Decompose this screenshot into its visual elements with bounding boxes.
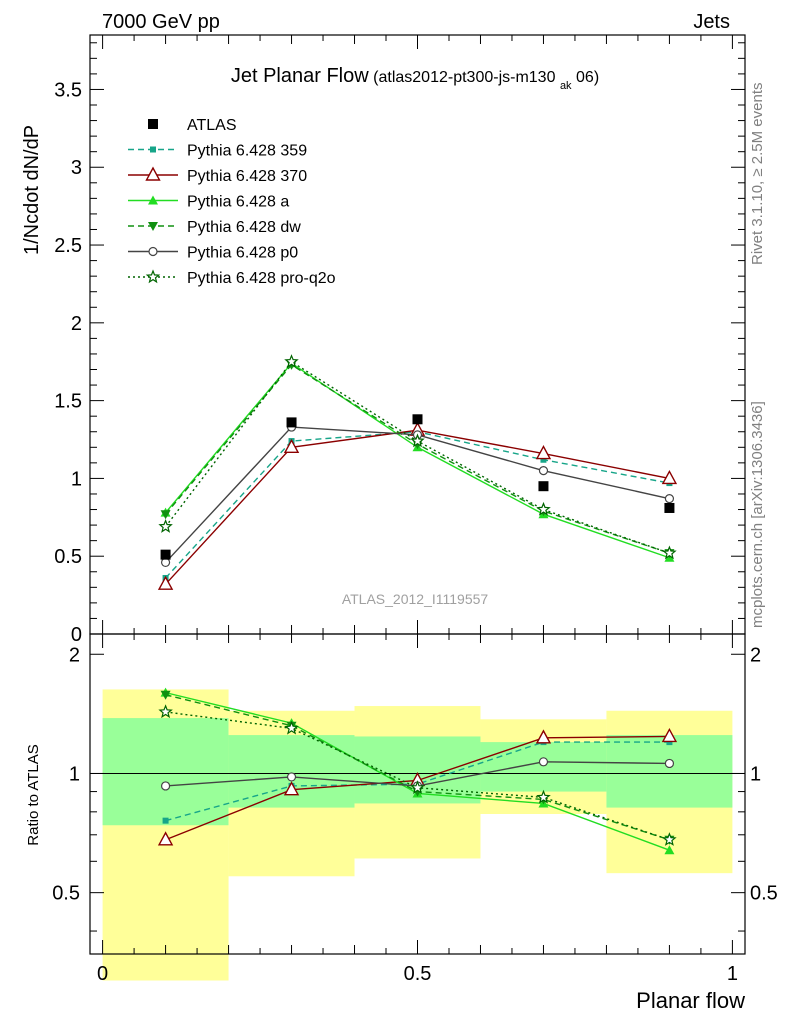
chart-subtitle-subscript: ak [560,80,572,92]
x-tick-label-2: 1 [727,963,738,985]
ratio-series-layer [157,687,678,855]
y-tick-label-3: 1.5 [54,391,82,413]
chart-title-group: Jet Planar Flow (atlas2012-pt300-js-m130… [231,65,599,93]
ratio-point-pythia-6-428-pro-q2o-0 [158,704,173,719]
legend-marker-pythia-6-428-p0 [148,246,158,257]
legend-label-pythia-6-428-p0: Pythia 6.428 p0 [187,245,298,262]
axis-ticks: 0 0.5 1 1.5 2 2.5 3 3.5 0 0.5 1 0.5 0.5 1 1 2 2 [52,35,778,985]
legend-label-pythia-6-428-dw: Pythia 6.428 dw [187,219,301,236]
main-series-layer [157,354,678,590]
atlas-data-layer [160,414,675,560]
ratio-point-pythia-6-428-dw-0 [160,690,171,700]
legend-marker-pythia-6-428-a [148,195,158,205]
inner-band-bin-3 [480,742,607,792]
legend-label-atlas: ATLAS [187,117,237,134]
ratio-uncertainty-bands [102,689,733,981]
point-pythia-6-428-p0-4 [664,494,675,504]
legend-marker-pythia-6-428-pro-q2o [145,269,161,284]
legend: ATLAS Pythia 6.428 359 Pythia 6.428 370 Pyt… [128,117,336,287]
y-tick-label-2: 1 [71,468,82,490]
atlas-point-1 [286,417,297,428]
point-pythia-6-428-359-3 [540,456,547,463]
ratio-point-pythia-6-428-370-4 [661,727,678,743]
series-line-pythia-6-428-370 [165,429,670,585]
point-pythia-6-428-p0-3 [538,466,549,476]
header-energy-label: 7000 GeV pp [102,11,220,33]
series-line-pythia-6-428-dw [165,363,670,554]
chart-title: Jet Planar Flow [231,65,369,87]
ratio-tick-label-right-0: 0.5 [750,883,778,905]
ratio-tick-label-left-0: 0.5 [52,883,80,905]
legend-marker-pythia-6-428-359 [150,146,156,153]
ratio-tick-label-left-2: 2 [69,644,80,666]
header-jets-label: Jets [693,11,730,33]
mcplots-side-label: mcplots.cern.ch [arXiv:1306.3436] [749,401,766,628]
y-tick-label-6: 3 [71,157,82,179]
ratio-point-pythia-6-428-pro-q2o-2 [410,780,425,795]
point-pythia-6-428-pro-q2o-2 [410,433,425,448]
series-line-pythia-6-428-pro-q2o [165,360,670,554]
ratio-point-pythia-6-428-359-0 [162,817,169,824]
atlas-point-3 [538,481,549,492]
analysis-watermark: ATLAS_2012_I1119557 [342,591,489,607]
point-pythia-6-428-pro-q2o-3 [536,501,551,516]
ratio-tick-label-left-1: 1 [69,763,80,785]
chart-subtitle-end: 06) [576,69,599,86]
y-tick-label-0: 0 [71,624,82,646]
ratio-point-pythia-6-428-a-4 [664,845,675,855]
atlas-point-4 [664,502,675,513]
point-pythia-6-428-370-3 [535,445,552,460]
point-pythia-6-428-dw-0 [160,510,171,520]
ratio-point-pythia-6-428-pro-q2o-4 [662,832,677,846]
point-pythia-6-428-370-4 [661,469,678,485]
ratio-point-pythia-6-428-p0-4 [664,758,675,769]
y-tick-label-4: 2 [71,313,82,335]
x-axis-label: Planar flow [636,988,745,1013]
ratio-point-pythia-6-428-370-0 [157,831,174,846]
point-pythia-6-428-370-1 [283,438,300,453]
legend-label-pythia-6-428-pro-q2o: Pythia 6.428 pro-q2o [187,270,336,287]
atlas-point-0 [160,549,171,560]
legend-marker-atlas [148,119,158,129]
ratio-point-pythia-6-428-370-1 [283,781,300,796]
ratio-tick-label-right-2: 2 [750,644,761,666]
ratio-point-pythia-6-428-p0-3 [538,757,549,767]
inner-band-bin-0 [102,718,229,826]
ratio-y-axis-label: Ratio to ATLAS [25,744,42,845]
series-line-pythia-6-428-359 [165,431,670,579]
atlas-point-2 [412,414,423,425]
legend-marker-pythia-6-428-370 [145,166,161,181]
point-pythia-6-428-pro-q2o-0 [158,518,173,533]
ratio-point-pythia-6-428-p0-0 [160,781,171,791]
x-tick-label-0: 0 [97,963,108,985]
legend-label-pythia-6-428-370: Pythia 6.428 370 [187,168,307,185]
ratio-point-pythia-6-428-pro-q2o-3 [536,789,551,804]
legend-label-pythia-6-428-359: Pythia 6.428 359 [187,143,307,160]
x-tick-label-1: 0.5 [404,963,432,985]
ratio-point-pythia-6-428-p0-1 [286,772,297,782]
ratio-point-pythia-6-428-370-3 [535,729,552,744]
ratio-point-pythia-6-428-pro-q2o-1 [284,720,299,735]
chart-subtitle: (atlas2012-pt300-js-m130 [373,69,555,86]
y-tick-label-1: 0.5 [54,546,82,568]
legend-marker-pythia-6-428-dw [148,222,158,231]
y-tick-label-7: 3.5 [54,79,82,101]
point-pythia-6-428-pro-q2o-1 [284,354,299,368]
inner-band-bin-1 [228,735,355,808]
rivet-side-label: Rivet 3.1.10, ≥ 2.5M events [749,83,766,266]
point-pythia-6-428-370-0 [157,575,174,590]
point-pythia-6-428-pro-q2o-4 [662,545,677,560]
ratio-line-pythia-6-428-359 [165,741,670,822]
inner-band-bin-4 [606,735,733,808]
y-axis-label: 1/Ncdot dN/dP [21,125,43,255]
ratio-tick-label-right-1: 1 [750,763,761,785]
y-tick-label-5: 2.5 [54,235,82,257]
legend-label-pythia-6-428-a: Pythia 6.428 a [187,194,289,211]
